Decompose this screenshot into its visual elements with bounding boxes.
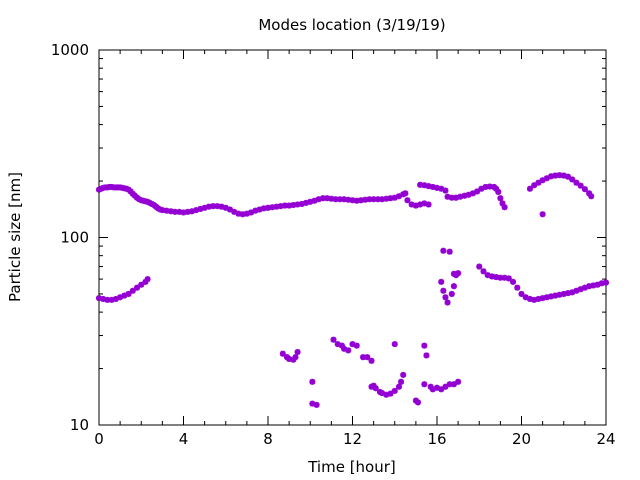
data-point bbox=[440, 287, 447, 294]
data-point bbox=[510, 278, 517, 285]
data-point bbox=[518, 290, 525, 297]
data-point bbox=[539, 211, 546, 218]
data-point bbox=[440, 247, 447, 254]
data-point bbox=[417, 181, 424, 188]
data-point bbox=[450, 381, 457, 388]
data-point bbox=[514, 284, 521, 291]
y-axis-label: Particle size [nm] bbox=[6, 172, 24, 302]
data-point bbox=[442, 294, 449, 301]
plot-frame bbox=[98, 49, 607, 426]
data-point bbox=[421, 342, 428, 349]
y-tick-label: 100 bbox=[60, 229, 89, 247]
data-point bbox=[391, 341, 398, 348]
data-point bbox=[364, 354, 371, 361]
data-point bbox=[372, 385, 379, 392]
data-point bbox=[438, 278, 445, 285]
data-point bbox=[294, 349, 301, 356]
data-point bbox=[438, 386, 445, 393]
data-point bbox=[474, 188, 481, 195]
data-point bbox=[442, 187, 449, 194]
data-point bbox=[501, 204, 508, 211]
data-point bbox=[345, 347, 352, 354]
data-point bbox=[495, 188, 502, 195]
data-point bbox=[144, 276, 151, 283]
data-point bbox=[480, 268, 487, 275]
data-point bbox=[476, 263, 483, 270]
data-point bbox=[564, 173, 571, 180]
data-point bbox=[108, 296, 115, 303]
data-point bbox=[353, 342, 360, 349]
x-tick-label: 16 bbox=[427, 430, 446, 448]
x-tick-label: 8 bbox=[263, 430, 273, 448]
data-point bbox=[577, 182, 584, 189]
x-axis-label: Time [hour] bbox=[307, 458, 396, 476]
data-point bbox=[552, 172, 559, 179]
data-point bbox=[603, 279, 609, 286]
data-point bbox=[450, 283, 457, 290]
data-point bbox=[531, 182, 538, 189]
data-point bbox=[402, 190, 409, 197]
data-point bbox=[273, 203, 280, 210]
data-point bbox=[398, 378, 405, 385]
x-tick-label: 0 bbox=[94, 430, 104, 448]
data-point bbox=[383, 195, 390, 202]
data-point bbox=[391, 387, 398, 394]
data-point bbox=[134, 284, 141, 291]
x-tick-label: 24 bbox=[596, 430, 615, 448]
data-point bbox=[425, 201, 432, 208]
data-point bbox=[368, 357, 375, 364]
data-point bbox=[414, 399, 421, 406]
data-point bbox=[442, 383, 449, 390]
x-tick-label: 20 bbox=[512, 430, 531, 448]
data-point bbox=[581, 186, 588, 193]
data-point bbox=[444, 299, 451, 306]
data-point bbox=[588, 193, 595, 200]
data-point bbox=[423, 352, 430, 359]
data-point bbox=[421, 381, 428, 388]
data-points bbox=[96, 172, 609, 408]
data-point bbox=[404, 197, 411, 204]
data-point bbox=[526, 185, 533, 192]
data-point bbox=[309, 378, 316, 385]
data-point bbox=[569, 176, 576, 183]
data-point bbox=[450, 270, 457, 277]
x-axis: 0 4 8 12 16 20 24 bbox=[94, 50, 616, 448]
data-point bbox=[330, 336, 337, 343]
y-tick-label: 10 bbox=[70, 416, 89, 434]
data-point bbox=[400, 371, 407, 378]
data-point bbox=[395, 383, 402, 390]
data-point bbox=[279, 350, 286, 357]
y-axis: 10 100 1000 bbox=[51, 41, 606, 434]
data-point bbox=[505, 275, 512, 282]
data-point bbox=[125, 290, 132, 297]
data-point bbox=[455, 378, 462, 385]
data-point bbox=[448, 290, 455, 297]
data-point bbox=[292, 354, 299, 361]
x-tick-label: 12 bbox=[343, 430, 362, 448]
data-point bbox=[387, 390, 394, 397]
x-tick-label: 4 bbox=[179, 430, 189, 448]
y-tick-label: 1000 bbox=[51, 41, 89, 59]
data-point bbox=[446, 248, 453, 255]
data-point bbox=[497, 195, 504, 202]
data-point bbox=[313, 401, 320, 408]
chart-title: Modes location (3/19/19) bbox=[258, 16, 445, 34]
